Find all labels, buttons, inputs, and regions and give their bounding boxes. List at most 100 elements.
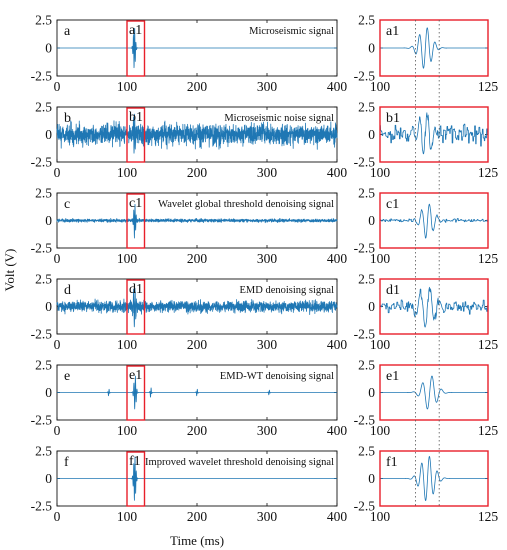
panel-e-ytick-label: -2.5 (31, 413, 53, 428)
panel-d1-ytick-label: 2.5 (358, 272, 375, 287)
panel-c1-ytick-label: 2.5 (358, 186, 375, 201)
panel-e-letter: e (64, 369, 70, 384)
panel-c1-ytick-label: -2.5 (354, 241, 376, 256)
panel-f-ytick-label: 0 (45, 471, 52, 486)
panel-f-title: Improved wavelet threshold denoising sig… (145, 457, 334, 468)
panel-c-ytick-label: 2.5 (35, 186, 52, 201)
panel-c-ytick-label: -2.5 (31, 241, 53, 256)
y-axis-label: Volt (V) (2, 249, 17, 292)
panel-e1-signal-line (379, 375, 489, 410)
panel-c-signal-line (56, 203, 338, 239)
panel-d-xtick-label: 100 (117, 337, 138, 352)
panel-b-letter: b (64, 111, 71, 126)
panel-d1-letter: d1 (386, 283, 400, 298)
panel-c-letter: c (64, 197, 70, 212)
panel-e-xtick-label: 200 (187, 423, 208, 438)
panel-f-highlight-label: f1 (129, 454, 141, 469)
zoom-guide-lines (415, 20, 440, 506)
panel-f-xtick-label: 200 (187, 509, 208, 524)
panel-e1-xtick-label: 125 (478, 423, 499, 438)
panel-f-signal-line (56, 456, 338, 501)
panel-b1-letter: b1 (386, 111, 400, 126)
panel-e-zoom-plot: 100 125 2.5 0 -2.5 e1 (354, 358, 499, 439)
x-axis-label: Time (ms) (170, 533, 224, 548)
panel-f1-ytick-label: 0 (368, 471, 375, 486)
panel-a-xtick-label: 100 (117, 79, 138, 94)
panel-f1-xtick-label: 100 (370, 509, 391, 524)
panel-f1-letter: f1 (386, 455, 398, 470)
panel-b-ytick-label: 2.5 (35, 100, 52, 115)
panel-f-zoom-plot: 100 125 2.5 0 -2.5 f1 (354, 444, 499, 525)
panel-e-highlight-box (126, 365, 146, 421)
panel-a-xtick-label: 400 (327, 79, 348, 94)
panel-d1-xtick-label: 100 (370, 337, 391, 352)
panel-a-xtick-label: 0 (54, 79, 61, 94)
panel-e-title: EMD-WT denoising signal (220, 371, 334, 382)
panel-c1-xtick-label: 125 (478, 251, 499, 266)
panel-d1-ytick-label: 0 (368, 299, 375, 314)
panel-a-highlight-box (126, 20, 146, 77)
panel-e1-red-frame (379, 364, 489, 421)
panel-b1-signal-line (379, 112, 489, 155)
panel-c1-red-frame (379, 192, 489, 249)
panel-e-xtick-label: 0 (54, 423, 61, 438)
panel-c-highlight-label: c1 (129, 196, 142, 211)
panel-a-title: Microseismic signal (249, 26, 334, 37)
panel-b1-ytick-label: -2.5 (354, 155, 376, 170)
panel-a-zoom-plot: 100 125 2.5 0 -2.5 a1 (354, 13, 499, 95)
panel-d-highlight-label: d1 (129, 282, 143, 297)
panel-b-xtick-label: 200 (187, 165, 208, 180)
panel-c-xtick-label: 400 (327, 251, 348, 266)
panel-d-xtick-label: 0 (54, 337, 61, 352)
panel-f1-ytick-label: -2.5 (354, 499, 376, 514)
panel-e-highlight-label: e1 (129, 368, 142, 383)
panel-b1-xtick-label: 100 (370, 165, 391, 180)
panel-f-xtick-label: 100 (117, 509, 138, 524)
panel-d1-ytick-label: -2.5 (354, 327, 376, 342)
panel-c-xtick-label: 200 (187, 251, 208, 266)
panel-d-title: EMD denoising signal (240, 285, 335, 296)
panel-d-ytick-label: -2.5 (31, 327, 53, 342)
panel-d-letter: d (64, 283, 71, 298)
panel-d-ytick-label: 0 (45, 299, 52, 314)
panel-e1-xtick-label: 100 (370, 423, 391, 438)
panel-a1-red-frame (379, 19, 489, 77)
panel-b-highlight-label: b1 (129, 110, 143, 125)
panel-d1-xtick-label: 125 (478, 337, 499, 352)
panel-c-xtick-label: 0 (54, 251, 61, 266)
panel-b-xtick-label: 400 (327, 165, 348, 180)
panel-e-ytick-label: 0 (45, 385, 52, 400)
panel-d-signal-line (56, 287, 338, 328)
panel-f-ytick-label: 2.5 (35, 444, 52, 459)
panel-f-xtick-label: 300 (257, 509, 278, 524)
panel-d1-signal-line (379, 286, 489, 328)
panel-a1-ytick-label: 2.5 (358, 13, 375, 28)
panel-f1-signal-line (379, 456, 489, 501)
panel-f-highlight-box (126, 451, 146, 507)
panel-f-ytick-label: -2.5 (31, 499, 53, 514)
panel-a-ytick-label: -2.5 (31, 69, 53, 84)
panel-a-xtick-label: 200 (187, 79, 208, 94)
panel-b-title: Microseismic noise signal (224, 113, 334, 124)
panel-e-xtick-label: 300 (257, 423, 278, 438)
panel-b1-xtick-label: 125 (478, 165, 499, 180)
panel-c-xtick-label: 100 (117, 251, 138, 266)
panel-b-xtick-label: 300 (257, 165, 278, 180)
panel-f-xtick-label: 0 (54, 509, 61, 524)
panel-a1-signal-line (379, 27, 489, 69)
panel-e-xtick-label: 400 (327, 423, 348, 438)
panel-e1-ytick-label: 0 (368, 385, 375, 400)
panel-c1-xtick-label: 100 (370, 251, 391, 266)
panel-c1-ytick-label: 0 (368, 213, 375, 228)
panel-c-zoom-plot: 100 125 2.5 0 -2.5 c1 (354, 186, 499, 267)
panel-c-highlight-box (126, 193, 146, 249)
panel-c-xtick-label: 300 (257, 251, 278, 266)
panel-b1-ytick-label: 0 (368, 127, 375, 142)
panel-a1-letter: a1 (386, 24, 399, 39)
